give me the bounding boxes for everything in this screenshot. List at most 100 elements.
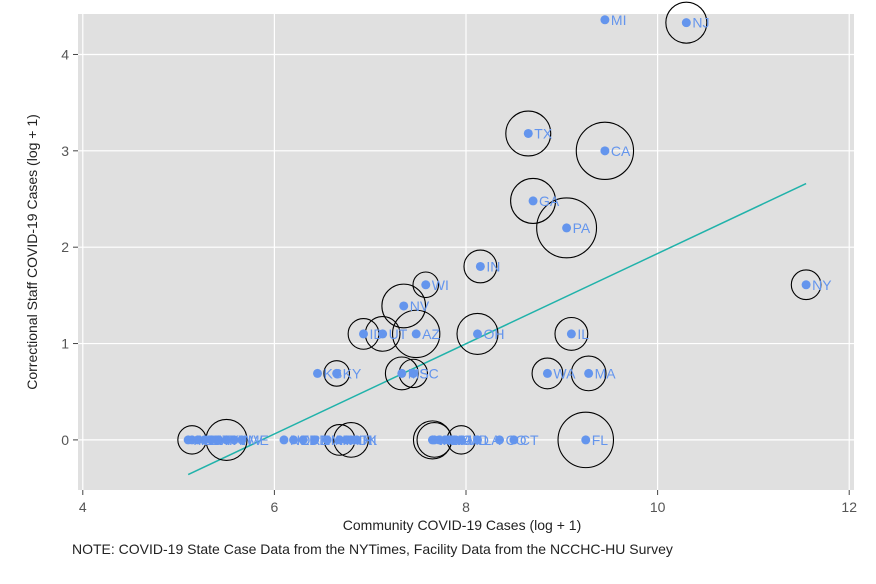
point-label: AR	[333, 432, 352, 448]
point-label: ID	[369, 326, 383, 342]
point-label: NH	[352, 432, 372, 448]
size-circle	[384, 356, 419, 391]
y-tick-label: 3	[61, 143, 69, 159]
size-circle	[391, 309, 441, 359]
data-point	[562, 223, 572, 233]
data-point	[421, 280, 431, 290]
data-point	[450, 435, 460, 445]
size-circle	[412, 271, 440, 299]
size-circle	[505, 110, 552, 157]
point-label: DE	[309, 432, 328, 448]
size-circle	[665, 1, 708, 44]
data-point	[206, 435, 216, 445]
point-label: KS	[324, 365, 343, 381]
size-circle	[557, 411, 615, 469]
data-point	[313, 368, 323, 378]
data-point	[523, 128, 533, 138]
size-circle	[510, 177, 557, 224]
point-label: HI	[232, 432, 246, 448]
grid	[78, 14, 854, 490]
data-point	[221, 435, 231, 445]
data-point	[681, 18, 691, 28]
y-axis-title: Correctional Staff COVID-19 Cases (log +…	[24, 114, 40, 390]
size-circle	[570, 355, 607, 392]
point-label: MI	[611, 12, 627, 28]
data-point	[332, 368, 342, 378]
point-label: CO	[506, 432, 527, 448]
point-label: NE	[290, 432, 309, 448]
data-point	[456, 435, 466, 445]
data-point	[566, 329, 576, 339]
point-label: AZ	[422, 326, 440, 342]
size-circles	[177, 1, 822, 469]
x-tick-label: 10	[650, 499, 666, 515]
point-label: NJ	[692, 15, 709, 31]
point-label: ME	[248, 432, 269, 448]
point-label: SC	[419, 365, 438, 381]
data-point	[298, 435, 308, 445]
size-circle	[333, 422, 369, 458]
point-label: CA	[611, 143, 631, 159]
x-axis-title: Community COVID-19 Cases (log + 1)	[343, 517, 581, 533]
point-label: VT	[217, 432, 235, 448]
x-tick-label: 12	[841, 499, 857, 515]
size-circle	[463, 249, 498, 284]
point-label: PA	[573, 220, 591, 236]
point-label: MT	[210, 432, 231, 448]
y-tick-label: 2	[61, 239, 69, 255]
point-label: MO	[438, 432, 461, 448]
x-tick-label: 6	[270, 499, 278, 515]
point-label: OR	[300, 432, 321, 448]
data-point	[358, 329, 368, 339]
footnote: NOTE: COVID-19 State Case Data from the …	[72, 541, 673, 557]
y-tick-label: 4	[61, 46, 69, 62]
point-label: GA	[539, 193, 560, 209]
size-circle	[531, 357, 564, 390]
data-point	[397, 368, 407, 378]
point-label: OH	[483, 326, 504, 342]
data-point	[581, 435, 591, 445]
data-point	[528, 196, 538, 206]
data-point	[199, 435, 209, 445]
size-circle	[381, 283, 427, 329]
data-point	[237, 435, 247, 445]
size-circle	[575, 121, 635, 181]
data-point	[408, 368, 418, 378]
y-tick-label: 1	[61, 336, 69, 352]
size-circle	[536, 197, 598, 259]
data-point	[193, 435, 203, 445]
data-point	[472, 435, 482, 445]
size-circle	[456, 312, 499, 355]
point-label: WA	[553, 365, 576, 381]
point-label: MA	[595, 365, 617, 381]
data-point	[352, 435, 362, 445]
data-point	[322, 435, 332, 445]
data-point	[289, 435, 299, 445]
point-label: AK	[194, 432, 213, 448]
data-point	[411, 329, 421, 339]
size-circle	[323, 360, 350, 387]
point-label: OK	[357, 432, 378, 448]
point-label: NY	[812, 277, 832, 293]
points	[183, 15, 811, 445]
point-label: LA	[483, 432, 501, 448]
data-point	[472, 329, 482, 339]
data-point	[495, 435, 505, 445]
data-point	[542, 368, 552, 378]
point-label: VA	[455, 432, 473, 448]
data-point	[801, 280, 811, 290]
point-label: NM	[321, 432, 343, 448]
x-tick-label: 8	[462, 499, 470, 515]
data-point	[378, 329, 388, 339]
y-tick-label: 0	[61, 432, 69, 448]
point-label: WY	[225, 432, 248, 448]
data-point	[584, 368, 594, 378]
point-label: MN	[461, 432, 483, 448]
data-point	[279, 435, 289, 445]
point-label: RI	[363, 432, 377, 448]
size-circle	[554, 316, 589, 351]
point-label: WI	[432, 277, 449, 293]
point-label: CT	[520, 432, 539, 448]
